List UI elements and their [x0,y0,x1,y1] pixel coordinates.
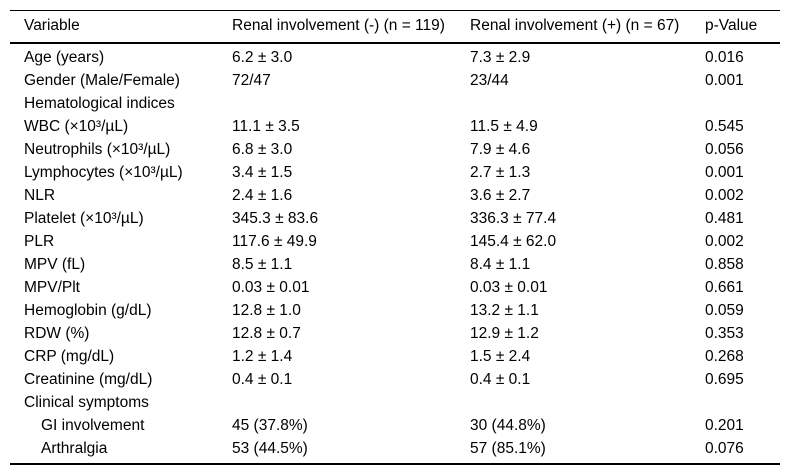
p-value-cell: 0.858 [705,256,744,273]
variable-cell: Creatinine (mg/dL) [24,371,153,388]
renal-positive-cell [470,391,705,414]
p-value-cell: 0.016 [705,49,744,66]
p-value-cell: 0.268 [705,348,744,365]
renal-positive-cell [470,92,705,115]
table-row: MPV/Plt 0.03 ± 0.01 0.03 ± 0.01 0.661 [10,276,780,299]
renal-negative-cell: 1.2 ± 1.4 [232,348,293,365]
table-row: Clinical symptoms [10,391,780,414]
variable-cell: Age (years) [24,49,105,66]
variable-cell: Clinical symptoms [24,394,149,411]
p-value-cell: 0.001 [705,72,744,89]
renal-positive-cell: 1.5 ± 2.4 [470,348,531,365]
variable-cell: Lymphocytes (×10³/µL) [24,164,183,181]
renal-negative-cell [232,391,470,414]
renal-positive-cell: 3.6 ± 2.7 [470,187,531,204]
table-row: NLR 2.4 ± 1.6 3.6 ± 2.7 0.002 [10,184,780,207]
renal-positive-cell: 23/44 [470,72,509,89]
table-row: Age (years) 6.2 ± 3.0 7.3 ± 2.9 0.016 [10,43,780,69]
p-value-cell: 0.002 [705,233,744,250]
variable-cell: MPV (fL) [24,256,86,273]
renal-positive-cell: 30 (44.8%) [470,417,546,434]
p-value-cell: 0.059 [705,302,744,319]
p-value-cell: 0.056 [705,141,744,158]
table-row: Platelet (×10³/µL) 345.3 ± 83.6 336.3 ± … [10,207,780,230]
renal-negative-cell: 53 (44.5%) [232,440,308,457]
renal-negative-cell: 72/47 [232,72,271,89]
renal-positive-cell: 145.4 ± 62.0 [470,233,557,250]
table-body: Age (years) 6.2 ± 3.0 7.3 ± 2.9 0.016 Ge… [10,43,780,464]
renal-negative-cell: 6.2 ± 3.0 [232,49,293,66]
variable-cell: MPV/Plt [24,279,80,296]
variable-cell: Platelet (×10³/µL) [24,210,144,227]
renal-positive-cell: 336.3 ± 77.4 [470,210,557,227]
variable-cell: Hemoglobin (g/dL) [24,302,152,319]
table-row: MPV (fL) 8.5 ± 1.1 8.4 ± 1.1 0.858 [10,253,780,276]
renal-negative-cell: 12.8 ± 0.7 [232,325,301,342]
column-header-p-value: p-Value [705,10,780,44]
variable-cell: RDW (%) [24,325,90,342]
p-value-cell: 0.002 [705,187,744,204]
renal-negative-cell: 2.4 ± 1.6 [232,187,293,204]
p-value-cell: 0.353 [705,325,744,342]
renal-negative-cell: 0.4 ± 0.1 [232,371,293,388]
column-header-variable: Variable [10,10,232,44]
table-row: WBC (×10³/µL) 11.1 ± 3.5 11.5 ± 4.9 0.54… [10,115,780,138]
renal-negative-cell: 12.8 ± 1.0 [232,302,301,319]
renal-positive-cell: 0.4 ± 0.1 [470,371,531,388]
renal-negative-cell: 11.1 ± 3.5 [232,118,300,135]
variable-cell: Neutrophils (×10³/µL) [24,141,171,158]
renal-positive-cell: 11.5 ± 4.9 [470,118,538,135]
renal-negative-cell: 6.8 ± 3.0 [232,141,293,158]
table-row: CRP (mg/dL) 1.2 ± 1.4 1.5 ± 2.4 0.268 [10,345,780,368]
table-row: Lymphocytes (×10³/µL) 3.4 ± 1.5 2.7 ± 1.… [10,161,780,184]
variable-cell: PLR [24,233,55,250]
table-row: Hematological indices [10,92,780,115]
variable-cell: Gender (Male/Female) [24,72,180,89]
variable-cell: Arthralgia [41,440,108,457]
renal-negative-cell: 345.3 ± 83.6 [232,210,319,227]
p-value-cell: 0.481 [705,210,744,227]
renal-negative-cell: 45 (37.8%) [232,417,308,434]
p-value-cell [705,391,780,414]
p-value-cell: 0.545 [705,118,744,135]
table-row: Arthralgia 53 (44.5%) 57 (85.1%) 0.076 [10,437,780,464]
renal-negative-cell: 8.5 ± 1.1 [232,256,293,273]
table-row: PLR 117.6 ± 49.9 145.4 ± 62.0 0.002 [10,230,780,253]
table-row: RDW (%) 12.8 ± 0.7 12.9 ± 1.2 0.353 [10,322,780,345]
p-value-cell: 0.201 [705,417,744,434]
column-header-renal-positive: Renal involvement (+) (n = 67) [470,10,705,44]
renal-positive-cell: 57 (85.1%) [470,440,546,457]
table-row: GI involvement 45 (37.8%) 30 (44.8%) 0.2… [10,414,780,437]
p-value-cell: 0.661 [705,279,744,296]
p-value-cell: 0.001 [705,164,744,181]
renal-positive-cell: 7.3 ± 2.9 [470,49,531,66]
renal-positive-cell: 2.7 ± 1.3 [470,164,531,181]
renal-positive-cell: 13.2 ± 1.1 [470,302,539,319]
table-row: Hemoglobin (g/dL) 12.8 ± 1.0 13.2 ± 1.1 … [10,299,780,322]
variable-cell: GI involvement [41,417,145,434]
renal-positive-cell: 7.9 ± 4.6 [470,141,531,158]
renal-positive-cell: 0.03 ± 0.01 [470,279,548,296]
p-value-cell: 0.695 [705,371,744,388]
renal-negative-cell: 3.4 ± 1.5 [232,164,293,181]
variable-cell: NLR [24,187,56,204]
table-row: Neutrophils (×10³/µL) 6.8 ± 3.0 7.9 ± 4.… [10,138,780,161]
p-value-cell [705,92,780,115]
column-header-renal-negative: Renal involvement (-) (n = 119) [232,10,470,44]
renal-negative-cell [232,92,470,115]
renal-negative-cell: 117.6 ± 49.9 [232,233,317,250]
variable-cell: Hematological indices [24,95,175,112]
table-row: Creatinine (mg/dL) 0.4 ± 0.1 0.4 ± 0.1 0… [10,368,780,391]
renal-positive-cell: 12.9 ± 1.2 [470,325,539,342]
header-row: Variable Renal involvement (-) (n = 119)… [10,10,780,44]
renal-positive-cell: 8.4 ± 1.1 [470,256,531,273]
variable-cell: CRP (mg/dL) [24,348,115,365]
p-value-cell: 0.076 [705,440,744,457]
paper-table-container: Variable Renal involvement (-) (n = 119)… [10,10,780,465]
renal-negative-cell: 0.03 ± 0.01 [232,279,310,296]
table-header: Variable Renal involvement (-) (n = 119)… [10,10,780,44]
variable-cell: WBC (×10³/µL) [24,118,129,135]
table-row: Gender (Male/Female) 72/47 23/44 0.001 [10,69,780,92]
renal-involvement-comparison-table: Variable Renal involvement (-) (n = 119)… [10,10,780,465]
